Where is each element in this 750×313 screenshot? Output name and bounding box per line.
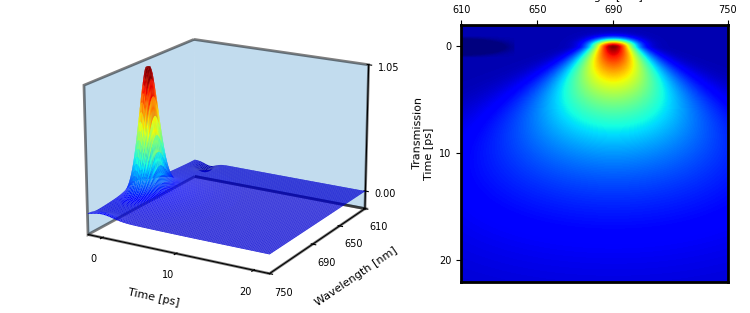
X-axis label: Wavelength [nm]: Wavelength [nm]	[546, 0, 643, 2]
Y-axis label: Time [ps]: Time [ps]	[424, 127, 433, 180]
Y-axis label: Wavelength [nm]: Wavelength [nm]	[314, 245, 399, 308]
X-axis label: Time [ps]: Time [ps]	[127, 287, 180, 308]
